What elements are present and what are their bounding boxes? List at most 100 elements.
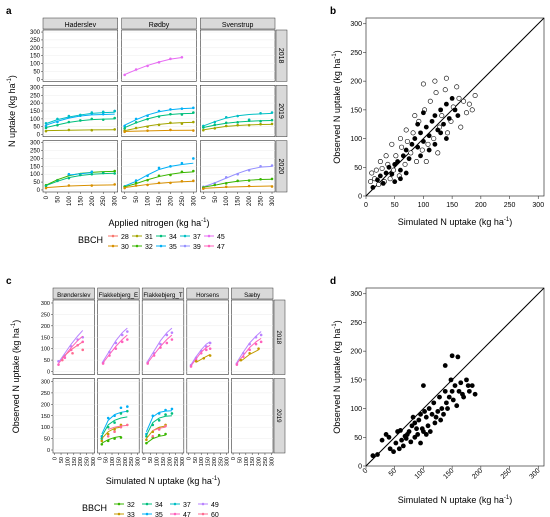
data-point xyxy=(452,107,458,113)
observation-point xyxy=(180,161,184,165)
observation-point xyxy=(134,117,138,121)
x-tick-label: 0 xyxy=(142,457,148,460)
fit-line xyxy=(45,129,115,132)
observation-point xyxy=(213,123,217,127)
y-tick-label: 0 xyxy=(37,77,41,83)
observation-point xyxy=(180,170,184,174)
data-point xyxy=(455,113,461,119)
observation-point xyxy=(146,362,149,365)
data-point xyxy=(389,171,395,177)
fit-line xyxy=(58,330,84,363)
observation-point xyxy=(170,407,174,411)
observation-point xyxy=(56,123,59,127)
fit-line xyxy=(101,426,122,439)
observation-point xyxy=(108,350,111,354)
observation-point xyxy=(259,165,262,168)
legend-title: BBCH xyxy=(78,235,103,245)
y-tick-label: 0 xyxy=(358,464,362,471)
observation-point xyxy=(224,115,228,119)
observation-point xyxy=(134,181,138,185)
observation-point xyxy=(151,414,155,418)
observation-point xyxy=(248,342,251,346)
data-point-open xyxy=(376,182,382,188)
observation-point xyxy=(113,421,116,424)
y-tick-label: 200 xyxy=(350,349,362,356)
y-tick-label: 200 xyxy=(350,79,362,86)
facet-strip-label: Svenstrup xyxy=(222,22,254,29)
observation-point xyxy=(224,182,228,185)
data-point xyxy=(392,179,398,185)
legend-label: 39 xyxy=(193,244,201,251)
observation-point xyxy=(170,331,174,334)
data-point xyxy=(423,432,429,437)
observation-point xyxy=(259,112,262,115)
x-tick-label: 50 xyxy=(59,457,65,463)
observation-point xyxy=(239,358,243,362)
x-tick-label: 50 xyxy=(55,195,61,202)
data-point xyxy=(400,443,406,449)
data-point-open xyxy=(420,81,426,87)
y-tick-label: 100 xyxy=(30,117,41,123)
observation-point xyxy=(180,107,184,110)
data-point-open xyxy=(397,136,403,142)
facet-row-strip xyxy=(273,378,286,454)
observation-point xyxy=(180,55,184,59)
observation-point xyxy=(236,172,239,176)
observation-point xyxy=(248,348,251,352)
observation-point xyxy=(169,128,172,132)
legend-title: BBCH xyxy=(82,503,107,513)
observation-point xyxy=(81,348,85,352)
y-tick-label: 250 xyxy=(30,149,41,155)
observation-point xyxy=(254,342,258,346)
observation-point xyxy=(123,130,126,134)
observation-point xyxy=(180,179,184,183)
x-tick-label: 300 xyxy=(191,195,197,206)
data-point xyxy=(393,440,399,446)
x-tick-label: 150 xyxy=(78,195,84,206)
observation-point xyxy=(157,109,161,113)
observation-point xyxy=(208,341,212,345)
observation-point xyxy=(224,185,228,189)
y-tick-label: 250 xyxy=(350,320,362,327)
observation-point xyxy=(164,408,167,412)
data-point xyxy=(396,446,402,452)
x-tick-label: 100 xyxy=(65,457,71,466)
legend-swatch-point xyxy=(201,512,205,516)
x-tick-label: 50 xyxy=(213,195,219,202)
x-tick-label: 200 xyxy=(78,457,84,466)
data-point xyxy=(429,411,435,417)
fit-line xyxy=(146,434,166,444)
observation-point xyxy=(236,123,239,127)
observation-point xyxy=(192,120,195,124)
x-tick-label: 300 xyxy=(113,195,119,206)
observation-point xyxy=(213,183,217,187)
observation-point xyxy=(180,113,184,116)
legend-label: 35 xyxy=(169,244,177,251)
y-tick-label: 0 xyxy=(37,133,41,139)
x-tick-label: 0 xyxy=(362,467,370,475)
observation-point xyxy=(236,121,239,124)
observation-point xyxy=(180,122,184,125)
observation-point xyxy=(192,111,195,114)
observation-point xyxy=(67,172,71,176)
data-point xyxy=(449,95,455,101)
data-point-open xyxy=(458,124,464,130)
x-tick-label: 0 xyxy=(53,457,59,460)
data-point-open xyxy=(389,141,395,147)
x-tick-label: 100 xyxy=(67,195,73,206)
data-point-open xyxy=(463,110,469,116)
data-point xyxy=(450,397,456,403)
y-tick-label: 150 xyxy=(30,54,41,60)
observation-point xyxy=(113,116,116,120)
data-point xyxy=(441,121,446,127)
data-point-open xyxy=(454,84,460,90)
fit-line xyxy=(61,341,84,359)
observation-point xyxy=(146,64,149,68)
y-tick-label: 100 xyxy=(30,62,41,68)
x-tick-label: 250 xyxy=(504,202,516,209)
data-point xyxy=(469,383,475,389)
one-to-one-line xyxy=(365,287,545,467)
observation-point xyxy=(247,184,251,188)
facet-row-label: 2018 xyxy=(277,48,284,64)
